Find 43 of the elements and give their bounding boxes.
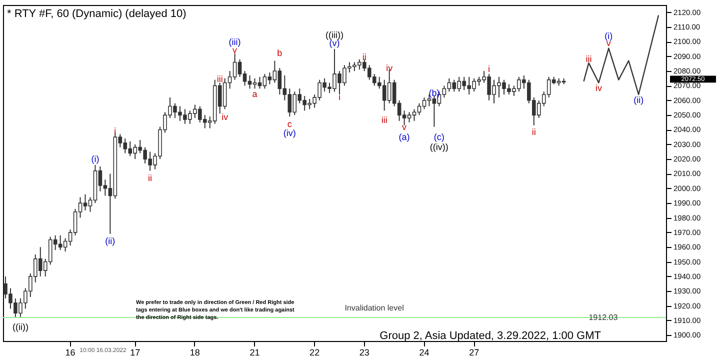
annotation: i (114, 126, 116, 136)
annotation: ((iv)) (430, 142, 448, 152)
ref-line-label: Invalidation level (344, 303, 404, 312)
annotation: iv (222, 112, 229, 122)
annotation: a (252, 89, 258, 99)
annotation: (iii) (228, 37, 241, 47)
x-tick-label: 17 (130, 348, 140, 358)
annotation: ((iii)) (326, 30, 344, 40)
annotation: iv (386, 63, 394, 73)
x-tick-label: 27 (469, 348, 480, 358)
x-tick-label: 24 (419, 348, 430, 358)
annotation: (i) (91, 154, 100, 164)
annotation: 1912.03 (588, 313, 618, 322)
annotation: (iv) (283, 128, 296, 138)
annotation: c (287, 119, 292, 129)
annotation: iv (595, 83, 602, 93)
annotation: (b) (428, 88, 440, 98)
annotation: v (232, 45, 238, 55)
chart-title: * RTY #F, 60 (Dynamic) (delayed 10) (7, 8, 186, 20)
annotation: Group 2, Asia Updated, 3.29.2022, 1:00 GMT (380, 330, 602, 342)
annotation: ((ii)) (12, 322, 28, 332)
annotation: (ii) (634, 95, 644, 105)
annotation: iii (586, 54, 592, 64)
annotation: ii (148, 173, 152, 183)
x-tick-label: 22 (310, 348, 320, 358)
annotation: (ii) (105, 236, 116, 246)
annotation: b (277, 48, 282, 58)
annotation: (i) (604, 31, 613, 41)
annotation: ii (532, 127, 536, 137)
annotation: (c) (434, 132, 444, 142)
x-tick-label: 18 (190, 348, 200, 358)
annotation: i (488, 64, 490, 74)
line-series (583, 14, 660, 96)
annotation: ii (362, 52, 366, 62)
x-tick-label: 16 (65, 348, 76, 358)
x-tick-label: 23 (359, 348, 370, 358)
annotation: iii (216, 74, 223, 84)
annotation: v (402, 122, 408, 132)
annotation: i (338, 92, 340, 102)
x-tick-label: 21 (250, 348, 260, 358)
annotation: (a) (398, 132, 410, 142)
annotation: (v) (329, 38, 340, 48)
annotation: iii (381, 115, 388, 125)
